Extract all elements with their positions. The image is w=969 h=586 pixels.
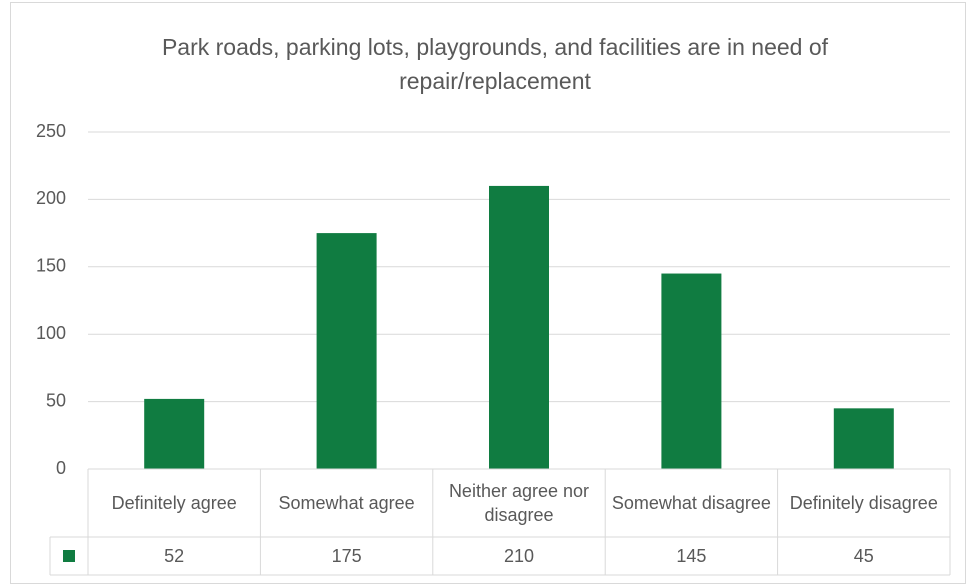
x-tick-label: Definitely disagree bbox=[789, 493, 938, 513]
y-tick-label: 50 bbox=[46, 390, 66, 410]
bar bbox=[316, 233, 377, 469]
y-tick-label: 0 bbox=[56, 458, 66, 478]
legend-key bbox=[63, 550, 75, 562]
x-tick-label: Somewhat disagree bbox=[611, 493, 771, 513]
y-tick-label: 200 bbox=[36, 188, 66, 208]
bar bbox=[144, 398, 205, 469]
table-value: 52 bbox=[164, 546, 185, 566]
table-value: 210 bbox=[503, 546, 535, 566]
x-tick-label: Somewhat agree bbox=[278, 493, 415, 513]
table-value: 175 bbox=[331, 546, 362, 566]
bar bbox=[489, 185, 549, 470]
y-tick-label: 150 bbox=[36, 256, 66, 276]
table-value: 45 bbox=[853, 546, 874, 566]
x-tick-label: Definitely agree bbox=[111, 493, 237, 513]
x-tick-label: Neither agree nor disagree bbox=[448, 481, 590, 525]
chart-border bbox=[10, 2, 966, 584]
bar bbox=[661, 273, 722, 469]
chart-title: Park roads, parking lots, playgrounds, a… bbox=[161, 34, 829, 94]
table-value: 145 bbox=[676, 546, 707, 566]
y-tick-label: 250 bbox=[36, 121, 66, 141]
y-tick-label: 100 bbox=[36, 323, 66, 343]
bar bbox=[833, 408, 894, 469]
